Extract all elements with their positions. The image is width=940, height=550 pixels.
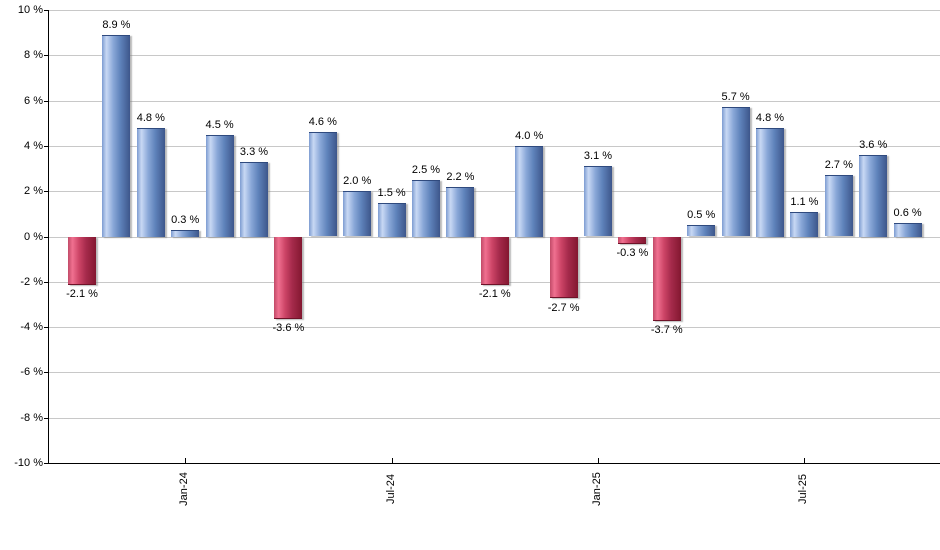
- bar-positive: [205, 135, 234, 237]
- bar-positive: [136, 128, 165, 237]
- bar-positive: [377, 203, 406, 237]
- bar-value-label: -0.3 %: [616, 247, 649, 259]
- bar-value-label: 3.3 %: [239, 146, 269, 158]
- bar-value-label: -2.7 %: [547, 302, 580, 314]
- gridline: [49, 418, 940, 419]
- bar-positive: [240, 162, 268, 237]
- y-axis-label: 0 %: [24, 231, 43, 243]
- y-axis-label: 10 %: [17, 4, 43, 16]
- x-axis-tick: [598, 458, 599, 463]
- bar-positive: [859, 155, 888, 237]
- gridline: [49, 191, 940, 192]
- y-axis-tick: [44, 191, 49, 192]
- bar-value-label: 0.6 %: [893, 207, 922, 219]
- x-axis-label: Jul-24: [384, 474, 397, 504]
- y-axis-tick: [44, 55, 49, 56]
- y-axis-tick: [44, 372, 49, 373]
- y-axis-tick: [44, 237, 49, 238]
- bar-value-label: 4.5 %: [205, 119, 234, 131]
- y-axis-label: -4 %: [20, 321, 43, 333]
- bar-value-label: 4.8 %: [136, 112, 165, 124]
- bar-positive: [893, 223, 922, 237]
- bar-positive: [412, 180, 440, 237]
- bar-positive: [446, 187, 475, 237]
- y-axis-label: -6 %: [20, 366, 43, 378]
- bar-value-label: 3.6 %: [859, 139, 888, 151]
- y-axis-label: 2 %: [24, 185, 43, 197]
- bar-positive: [515, 146, 544, 237]
- bar-positive: [721, 107, 750, 236]
- bar-value-label: 2.2 %: [446, 171, 475, 183]
- y-axis-label: 6 %: [24, 95, 43, 107]
- bar-value-label: -3.7 %: [650, 324, 683, 336]
- bar-value-label: -2.1 %: [478, 288, 511, 300]
- bar-positive: [790, 212, 819, 237]
- gridline: [49, 55, 940, 56]
- bar-positive: [102, 35, 131, 237]
- bar-positive: [171, 230, 200, 237]
- bar-negative: [274, 237, 303, 319]
- bar-positive: [756, 128, 784, 237]
- y-axis-label: -10 %: [14, 457, 43, 469]
- bar-value-label: 4.6 %: [308, 116, 337, 128]
- bar-value-label: -2.1 %: [66, 288, 98, 300]
- y-axis-tick: [44, 146, 49, 147]
- y-axis-tick: [44, 418, 49, 419]
- bar-value-label: 2.7 %: [824, 159, 853, 171]
- bar-value-label: 3.1 %: [583, 150, 613, 162]
- bar-negative: [68, 237, 96, 285]
- bar-negative: [618, 237, 647, 244]
- bar-value-label: 4.8 %: [755, 112, 785, 124]
- y-axis-tick: [44, 10, 49, 11]
- bar-value-label: 8.9 %: [102, 19, 131, 31]
- bar-negative: [652, 237, 681, 321]
- bar-positive: [687, 225, 716, 236]
- bar-positive: [308, 132, 337, 236]
- bar-negative: [549, 237, 578, 298]
- y-axis-label: 4 %: [24, 140, 43, 152]
- gridline: [49, 101, 940, 102]
- y-axis-tick: [44, 101, 49, 102]
- bar-positive: [824, 175, 853, 236]
- bar-value-label: 2.0 %: [343, 175, 372, 187]
- bar-value-label: 4.0 %: [515, 130, 544, 142]
- x-axis-tick: [804, 458, 806, 463]
- bar-positive: [343, 191, 372, 236]
- bar-value-label: -3.6 %: [272, 322, 305, 334]
- bar-value-label: 0.3 %: [171, 214, 200, 226]
- y-axis-tick: [44, 282, 49, 283]
- y-axis-label: -8 %: [20, 412, 43, 424]
- bar-positive: [584, 166, 612, 236]
- bar-value-label: 2.5 %: [411, 164, 441, 176]
- gridline: [49, 327, 940, 328]
- y-axis-tick: [44, 463, 49, 464]
- bar-value-label: 1.5 %: [377, 187, 406, 199]
- bar-negative: [480, 237, 509, 285]
- x-axis-label: Jul-25: [797, 474, 810, 504]
- y-axis-tick: [44, 327, 49, 328]
- x-axis-tick: [185, 458, 187, 463]
- y-axis-label: -2 %: [20, 276, 43, 288]
- bar-value-label: 5.7 %: [721, 91, 750, 103]
- y-axis-label: 8 %: [24, 49, 43, 61]
- gridline: [49, 372, 940, 373]
- bar-value-label: 1.1 %: [790, 196, 819, 208]
- bar-value-label: 0.5 %: [687, 209, 716, 221]
- gridline: [49, 10, 940, 11]
- plot-area: -2.1 % 8.9 % 4.8 % 0.3 % 4.5 % 3.3 % -3.6 % 4.6…: [44, 10, 940, 464]
- x-axis-label: Jan-24: [178, 472, 191, 506]
- gridline: [49, 146, 940, 147]
- x-axis-label: Jan-25: [591, 472, 603, 506]
- x-axis-tick: [391, 458, 393, 463]
